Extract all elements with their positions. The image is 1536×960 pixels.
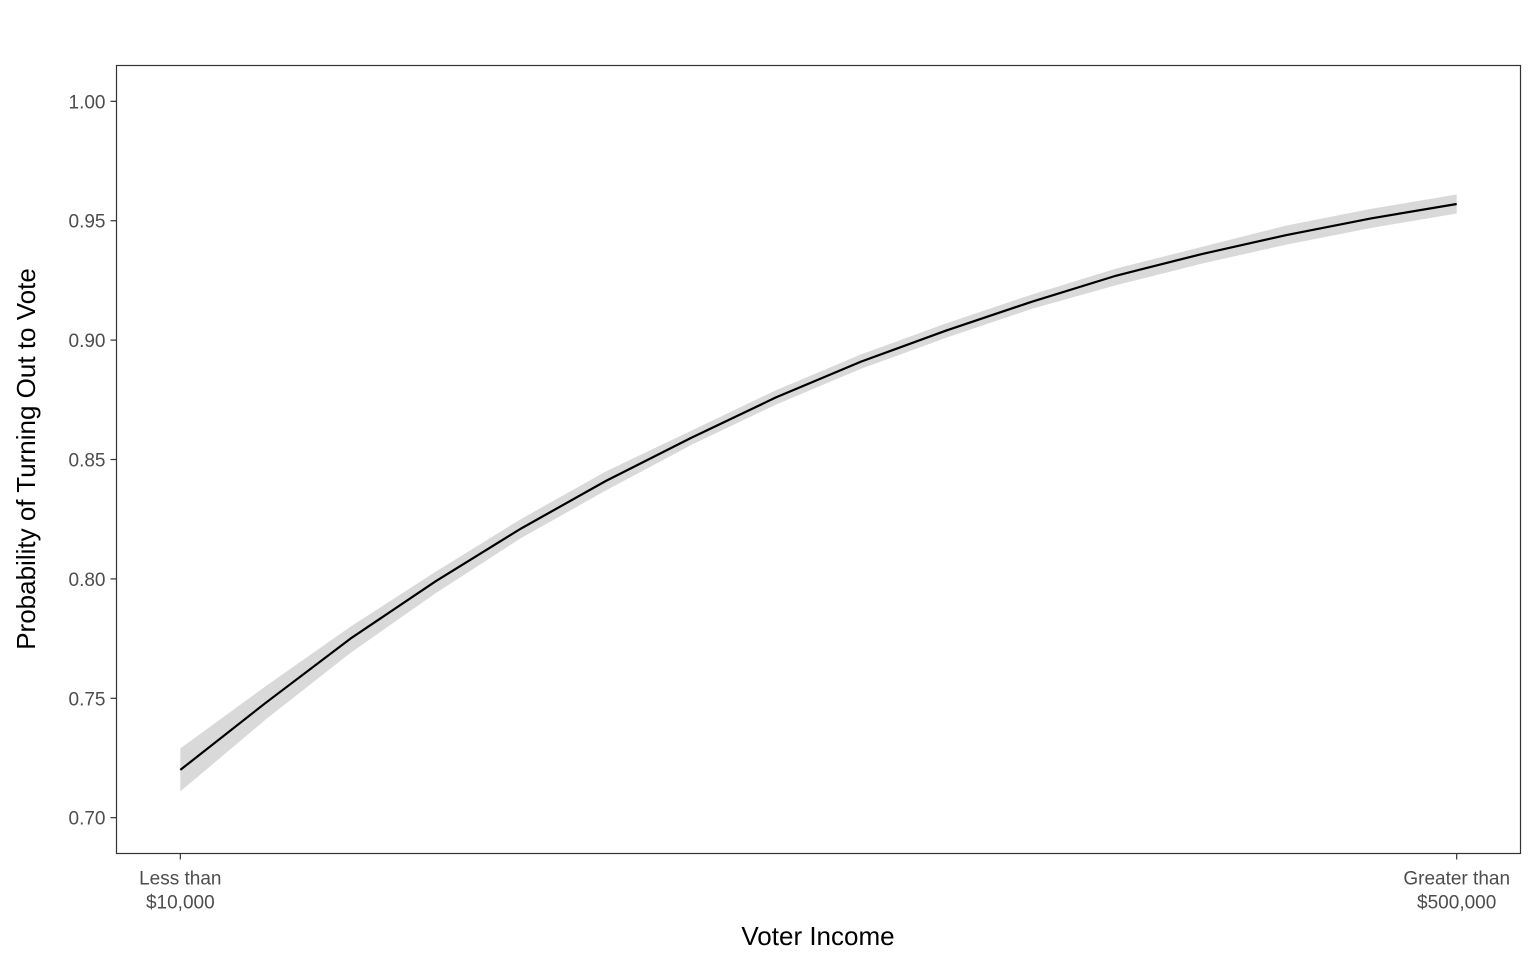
y-tick-label: 0.95 [69,212,106,233]
x-tick-label: $500,000 [1417,893,1496,914]
y-tick-label: 0.85 [69,451,106,472]
y-tick-label: 0.80 [69,570,106,591]
x-axis: Less than $10,000 Greater than $500,000 [139,853,1510,914]
y-tick-label: 0.90 [69,331,106,352]
series-line [179,202,1457,771]
y-axis-title: Probability of Turning Out to Vote [11,268,41,650]
y-axis: 0.70 0.75 0.80 0.85 0.90 0.95 1.00 [69,92,117,830]
panel-border [115,64,1522,855]
y-tick-label: 1.00 [69,92,106,113]
x-axis-title: Voter Income [741,921,894,951]
x-tick-label: $10,000 [146,893,215,914]
x-tick-label: Less than [139,869,221,890]
y-tick-label: 0.70 [69,809,106,830]
y-tick-label: 0.75 [69,689,106,710]
x-tick-label: Greater than [1403,869,1510,890]
series-layer [179,194,1457,792]
